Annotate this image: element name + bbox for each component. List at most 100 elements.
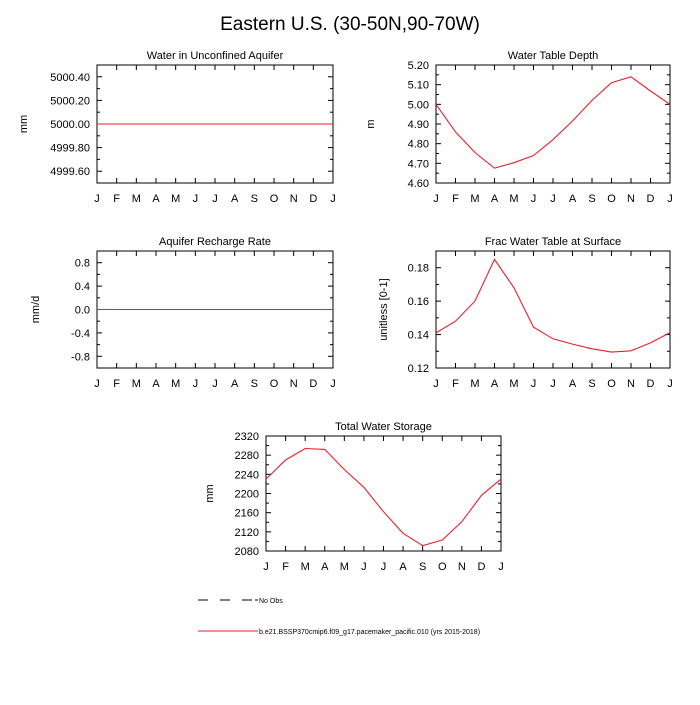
x-tick-label: S [251,193,258,205]
x-tick-label: F [282,561,289,573]
x-tick-label: M [132,378,141,390]
x-tick-label: D [309,378,317,390]
y-tick-label: 5000.00 [50,119,90,131]
x-tick-label: F [113,193,120,205]
x-tick-label: D [647,193,655,205]
y-tick-label: 0.8 [75,258,90,270]
x-tick-label: M [509,193,518,205]
x-tick-label: J [212,193,218,205]
series-line [435,76,671,169]
x-tick-label: O [607,378,616,390]
legend: No Obs b.e21.BSSP370cmip6.f09_g17.pacema… [198,598,480,636]
y-tick-label: 5000.20 [50,95,90,107]
x-tick-label: S [588,193,595,205]
x-tick-label: M [470,378,479,390]
x-tick-label: A [231,193,239,205]
plot-frame [435,250,671,369]
y-tick-label: 4999.80 [50,143,90,155]
y-tick-label: 0.4 [75,281,90,293]
x-tick-label: O [607,193,616,205]
y-tick-label: 5.00 [408,99,429,111]
x-tick-label: J [498,561,504,573]
x-tick-label: M [171,378,180,390]
series-line [265,447,502,547]
y-tick-label: 5000.40 [50,72,90,84]
y-axis-label: mm [18,115,30,133]
legend-model-label: b.e21.BSSP370cmip6.f09_g17.pacemaker_pac… [259,629,480,636]
x-tick-label: J [667,378,673,390]
x-tick-label: D [647,378,655,390]
x-tick-label: J [531,193,537,205]
series-line [435,258,671,353]
chart-title: Water in Unconfined Aquifer [147,50,284,62]
x-tick-label: A [569,378,577,390]
y-axis-label: m [365,119,377,128]
x-tick-label: J [433,378,439,390]
x-tick-label: A [152,378,160,390]
x-tick-label: J [94,193,100,205]
y-tick-label: 0.12 [408,363,429,375]
x-tick-label: F [452,193,459,205]
x-tick-label: M [171,193,180,205]
chart-title: Water Table Depth [508,50,599,62]
y-tick-label: 0.16 [408,296,429,308]
x-tick-label: M [509,378,518,390]
x-tick-label: N [290,193,298,205]
x-tick-label: D [477,561,485,573]
x-tick-label: J [667,193,673,205]
x-tick-label: J [94,378,100,390]
x-tick-label: M [132,193,141,205]
x-tick-label: S [419,561,426,573]
y-tick-label: 0.14 [408,330,429,342]
x-tick-label: J [212,378,218,390]
x-tick-label: A [491,193,499,205]
x-tick-label: J [433,193,439,205]
chart-title: Frac Water Table at Surface [485,236,621,248]
y-tick-label: 5.10 [408,80,429,92]
y-tick-label: 4.70 [408,158,429,170]
x-tick-label: F [113,378,120,390]
x-tick-label: N [627,378,635,390]
y-tick-label: 2080 [235,546,259,558]
x-tick-label: N [458,561,466,573]
x-tick-label: N [290,378,298,390]
x-tick-label: A [491,378,499,390]
x-tick-label: O [270,378,279,390]
y-tick-label: 2320 [235,431,259,443]
x-tick-label: O [438,561,447,573]
legend-obs-label: No Obs [259,598,283,605]
x-tick-label: N [627,193,635,205]
x-tick-label: A [569,193,577,205]
y-tick-label: 2240 [235,469,259,481]
y-tick-label: 4.60 [408,178,429,190]
x-tick-label: S [251,378,258,390]
chart-title: Total Water Storage [335,421,432,433]
y-tick-label: 0.18 [408,263,429,275]
chart-title: Aquifer Recharge Rate [159,236,271,248]
x-tick-label: J [381,561,387,573]
y-tick-label: -0.4 [71,328,90,340]
plot-frame [265,435,502,552]
plot-frame [435,64,671,184]
x-tick-label: J [550,378,556,390]
y-axis-label: mm [204,484,216,502]
x-tick-label: J [263,561,269,573]
y-tick-label: 2120 [235,527,259,539]
y-tick-label: 0.0 [75,305,90,317]
x-tick-label: O [270,193,279,205]
y-axis-label: mm/d [30,296,42,324]
x-tick-label: S [588,378,595,390]
x-tick-label: A [399,561,407,573]
y-tick-label: 2280 [235,450,259,462]
x-tick-label: F [452,378,459,390]
y-tick-label: 2160 [235,508,259,520]
x-tick-label: J [550,193,556,205]
y-tick-label: 5.20 [408,60,429,72]
x-tick-label: J [330,193,336,205]
x-tick-label: D [309,193,317,205]
y-tick-label: 4999.60 [50,166,90,178]
